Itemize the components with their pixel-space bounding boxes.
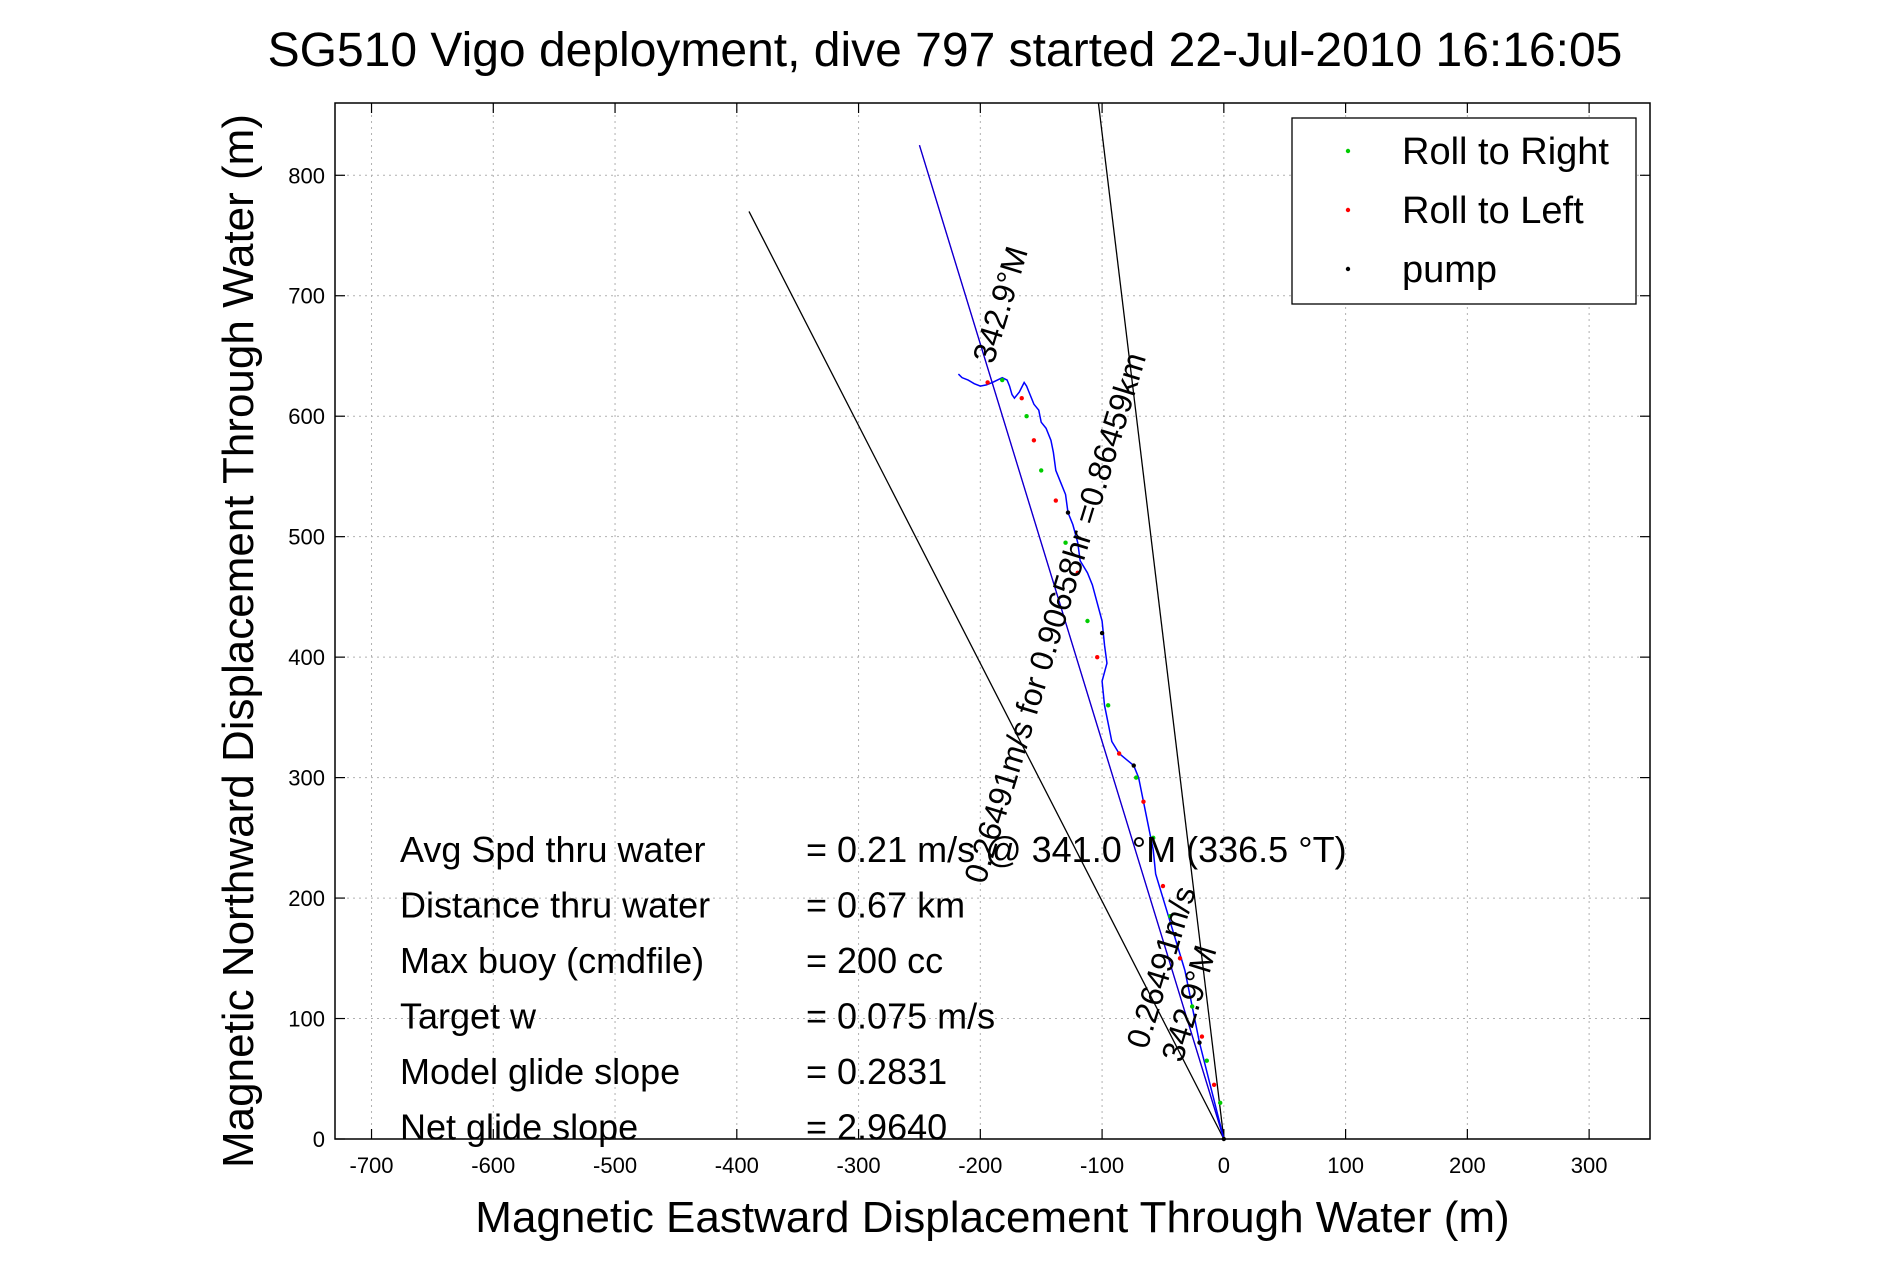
legend-label: pump xyxy=(1402,249,1497,291)
roll-to-left-point xyxy=(1075,570,1080,576)
roll-to-left-point xyxy=(1095,654,1100,660)
dive-statistics: Avg Spd thru water = 0.21 m/s @ 341.0 °M … xyxy=(400,829,1347,1148)
x-tick-label: -600 xyxy=(471,1153,515,1178)
pump-point xyxy=(1172,932,1178,937)
x-tick-label: -300 xyxy=(837,1153,881,1178)
stat-label: Max buoy (cmdfile) xyxy=(400,940,704,981)
roll-to-right-point xyxy=(1168,913,1173,919)
roll-to-right-point xyxy=(1024,414,1029,419)
stat-value: = 0.67 km xyxy=(806,885,965,926)
chart-title: SG510 Vigo deployment, dive 797 started … xyxy=(268,24,1623,77)
x-tick-label: -400 xyxy=(715,1153,759,1178)
pump-point xyxy=(1099,630,1105,636)
line-labels: 342.9°M0.26491m/s for 0.90658hr =0.86459… xyxy=(957,242,1224,1066)
pump-point xyxy=(1065,510,1071,515)
data-series xyxy=(957,373,1225,1140)
legend-label: Roll to Left xyxy=(1402,190,1584,232)
legend: Roll to Right Roll to Left pump xyxy=(1291,117,1637,305)
y-tick-label: 200 xyxy=(288,886,325,911)
y-tick-label: 0 xyxy=(313,1127,325,1152)
stat-value: = 0.21 m/s @ 341.0 °M (336.5 °T) xyxy=(806,829,1347,870)
reference-line xyxy=(748,211,1225,1140)
x-tick-label: -100 xyxy=(1080,1153,1124,1178)
x-tick-label: 100 xyxy=(1327,1153,1364,1178)
line-label: 342.9°M xyxy=(966,242,1035,367)
x-tick-label: -700 xyxy=(350,1153,394,1178)
x-tick-label: -500 xyxy=(593,1153,637,1178)
legend-marker xyxy=(1345,266,1351,272)
roll-to-right-point xyxy=(1039,468,1044,473)
pump-point xyxy=(1197,1040,1202,1045)
stat-label: Target w xyxy=(400,996,537,1037)
roll-to-left-point xyxy=(1211,1082,1217,1087)
stat-value: = 0.075 m/s xyxy=(806,996,995,1037)
stat-label: Net glide slope xyxy=(400,1107,638,1148)
roll-to-left-point xyxy=(1116,751,1122,756)
roll-to-left-point xyxy=(1019,395,1024,401)
roll-to-right-point xyxy=(1151,835,1156,841)
roll-to-left-point xyxy=(985,380,990,385)
roll-to-right-point xyxy=(1063,540,1068,545)
stat-label: Avg Spd thru water xyxy=(400,829,706,870)
y-tick-label: 100 xyxy=(288,1007,325,1032)
reference-line xyxy=(918,144,1225,1140)
legend-marker xyxy=(1345,207,1351,213)
roll-to-left-point xyxy=(1199,1034,1205,1039)
track-line xyxy=(957,373,1225,1140)
y-tick-label: 800 xyxy=(288,163,325,188)
x-axis-label: Magnetic Eastward Displacement Through W… xyxy=(475,1193,1509,1242)
reference-line xyxy=(1097,102,1225,1140)
legend-label: Roll to Right xyxy=(1402,131,1609,173)
roll-to-left-point xyxy=(1160,883,1166,889)
y-tick-label: 600 xyxy=(288,404,325,429)
stat-value: = 200 cc xyxy=(806,940,943,981)
roll-to-right-point xyxy=(1204,1058,1209,1063)
roll-to-right-point xyxy=(1105,703,1111,708)
pump-point xyxy=(1131,763,1136,768)
stat-value: = 2.9640 xyxy=(806,1107,947,1148)
y-tick-label: 400 xyxy=(288,645,325,670)
plot-area-frame xyxy=(334,102,1651,1140)
stat-label: Distance thru water xyxy=(400,885,710,926)
roll-to-right-point xyxy=(1133,775,1139,780)
roll-to-right-point xyxy=(1000,377,1005,383)
reference-lines xyxy=(748,102,1225,1140)
roll-to-right-point xyxy=(1189,1004,1195,1009)
y-tick-label: 700 xyxy=(288,284,325,309)
roll-to-left-point xyxy=(1177,956,1183,961)
x-tick-label: -200 xyxy=(958,1153,1002,1178)
data-markers xyxy=(985,377,1227,1142)
roll-to-left-point xyxy=(1053,498,1059,503)
x-tick-label: 300 xyxy=(1571,1153,1608,1178)
roll-to-left-point xyxy=(1141,799,1146,804)
y-tick-label: 500 xyxy=(288,525,325,550)
legend-marker xyxy=(1345,148,1351,154)
stat-value: = 0.2831 xyxy=(806,1051,947,1092)
axis-ticks: -700 -600 -500 -400 -300 -200 -100 0 100 200 300 0 1… xyxy=(288,103,1650,1178)
x-tick-label: 0 xyxy=(1218,1153,1230,1178)
y-tick-label: 300 xyxy=(288,766,325,791)
stat-label: Model glide slope xyxy=(400,1051,680,1092)
line-label: 0.26491m/s for 0.90658hr =0.86459km xyxy=(957,348,1153,887)
x-tick-label: 200 xyxy=(1449,1153,1486,1178)
roll-to-right-point xyxy=(1085,618,1090,624)
roll-to-right-point xyxy=(1217,1100,1223,1106)
roll-to-left-point xyxy=(1031,438,1037,443)
y-axis-label: Magnetic Northward Displacement Through … xyxy=(214,114,263,1168)
